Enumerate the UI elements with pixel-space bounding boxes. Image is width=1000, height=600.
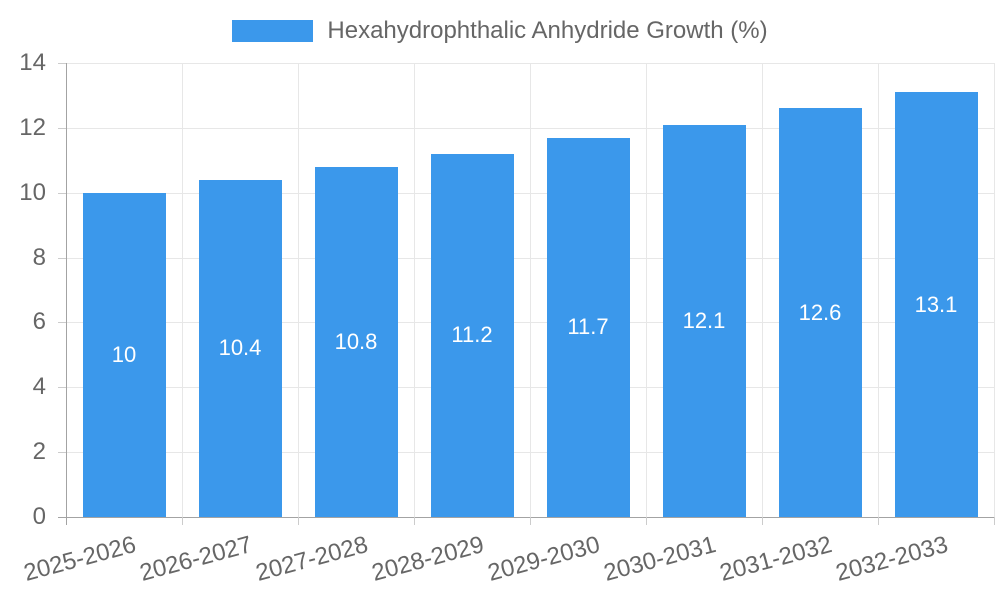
y-tick-label: 10 [19,179,46,206]
gridline-vertical [646,63,647,517]
x-tickmark [994,517,995,525]
x-tickmark [66,517,67,525]
bar [895,92,978,517]
x-tick-label: 2025-2026 [21,531,139,587]
legend-label: Hexahydrophthalic Anhydride Growth (%) [327,17,768,44]
y-tickmark [58,387,66,388]
y-tickmark [58,517,66,518]
gridline-vertical [182,63,183,517]
y-tick-label: 6 [32,308,46,335]
x-tickmark [414,517,415,525]
x-tickmark [182,517,183,525]
gridline-vertical [994,63,995,517]
y-tick-label: 4 [32,373,46,400]
bar [431,154,514,517]
y-tickmark [58,258,66,259]
x-tickmark [646,517,647,525]
gridline-vertical [530,63,531,517]
x-tick-label: 2027-2028 [253,531,371,587]
x-tick-label: 2032-2033 [833,531,951,587]
y-tickmark [58,452,66,453]
y-axis-line [66,63,67,517]
y-tickmark [58,63,66,64]
x-tickmark [298,517,299,525]
x-tick-label: 2030-2031 [601,531,719,587]
x-tick-label: 2026-2027 [137,531,255,587]
y-tick-label: 0 [32,503,46,530]
x-tickmark [530,517,531,525]
y-tickmark [58,128,66,129]
gridline-vertical [762,63,763,517]
x-tickmark [762,517,763,525]
x-tick-label: 2031-2032 [717,531,835,587]
gridline-vertical [298,63,299,517]
gridline-vertical [878,63,879,517]
bar [663,125,746,517]
gridline-vertical [414,63,415,517]
bar [315,167,398,517]
legend-swatch [232,20,314,42]
chart-legend[interactable]: Hexahydrophthalic Anhydride Growth (%) [0,17,1000,45]
y-tick-label: 12 [19,114,46,141]
x-tick-label: 2028-2029 [369,531,487,587]
y-tick-label: 2 [32,438,46,465]
x-tickmark [878,517,879,525]
bar [547,138,630,517]
y-tickmark [58,193,66,194]
bar [83,193,166,517]
y-tick-label: 14 [19,49,46,76]
y-tickmark [58,322,66,323]
bar [779,108,862,517]
x-tick-label: 2029-2030 [485,531,603,587]
bar [199,180,282,517]
y-tick-label: 8 [32,244,46,271]
